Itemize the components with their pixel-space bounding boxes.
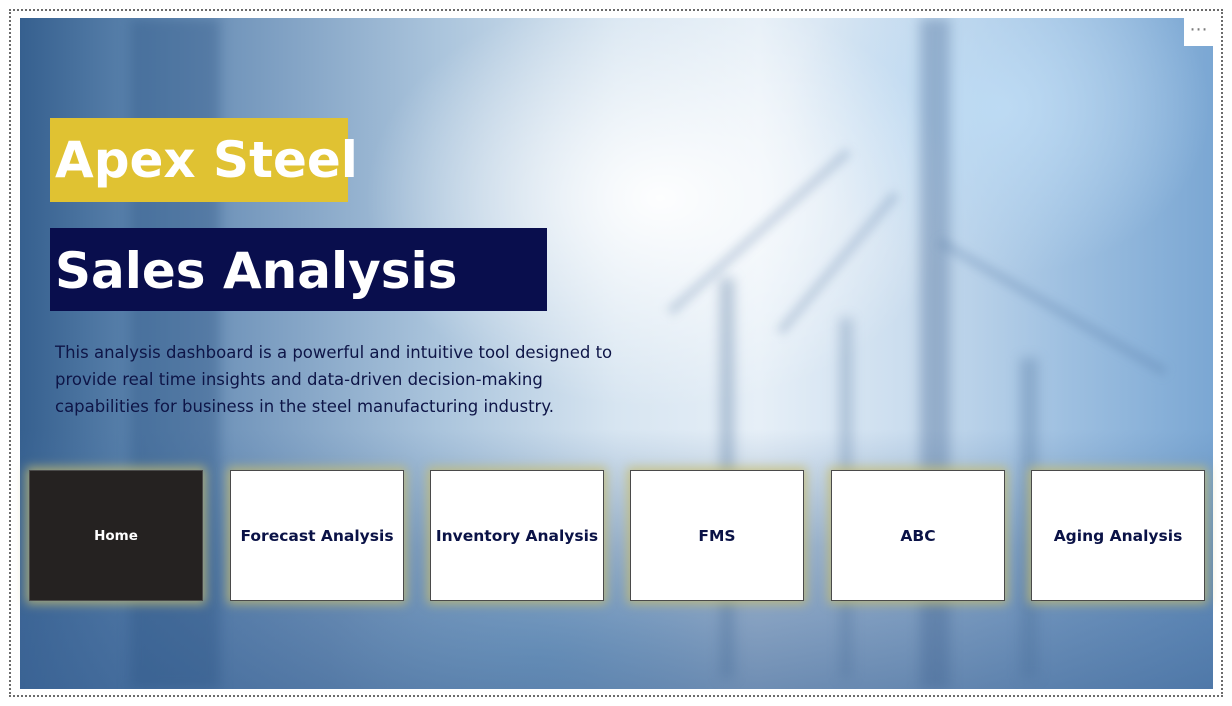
more-options-icon[interactable]: ⋯ — [1184, 18, 1214, 46]
nav-button-home[interactable]: Home — [29, 470, 203, 601]
nav-button-abc[interactable]: ABC — [831, 470, 1005, 601]
nav-button-forecast-analysis[interactable]: Forecast Analysis — [230, 470, 404, 601]
subtitle-banner — [50, 228, 547, 311]
nav-button-inventory-analysis[interactable]: Inventory Analysis — [430, 470, 604, 601]
description-line: This analysis dashboard is a powerful an… — [55, 343, 613, 362]
background-shape — [667, 148, 852, 315]
background-shape — [776, 191, 899, 335]
page-title: Apex Steel — [55, 131, 358, 189]
title-banner — [50, 118, 348, 202]
report-frame — [9, 9, 1223, 697]
description-line: capabilities for business in the steel m… — [55, 397, 554, 416]
background-shape — [938, 238, 1168, 376]
description-line: provide real time insights and data-driv… — [55, 370, 543, 389]
nav-button-fms[interactable]: FMS — [630, 470, 804, 601]
description-text: This analysis dashboard is a powerful an… — [55, 339, 655, 420]
page-subtitle: Sales Analysis — [55, 242, 458, 300]
nav-button-aging-analysis[interactable]: Aging Analysis — [1031, 470, 1205, 601]
